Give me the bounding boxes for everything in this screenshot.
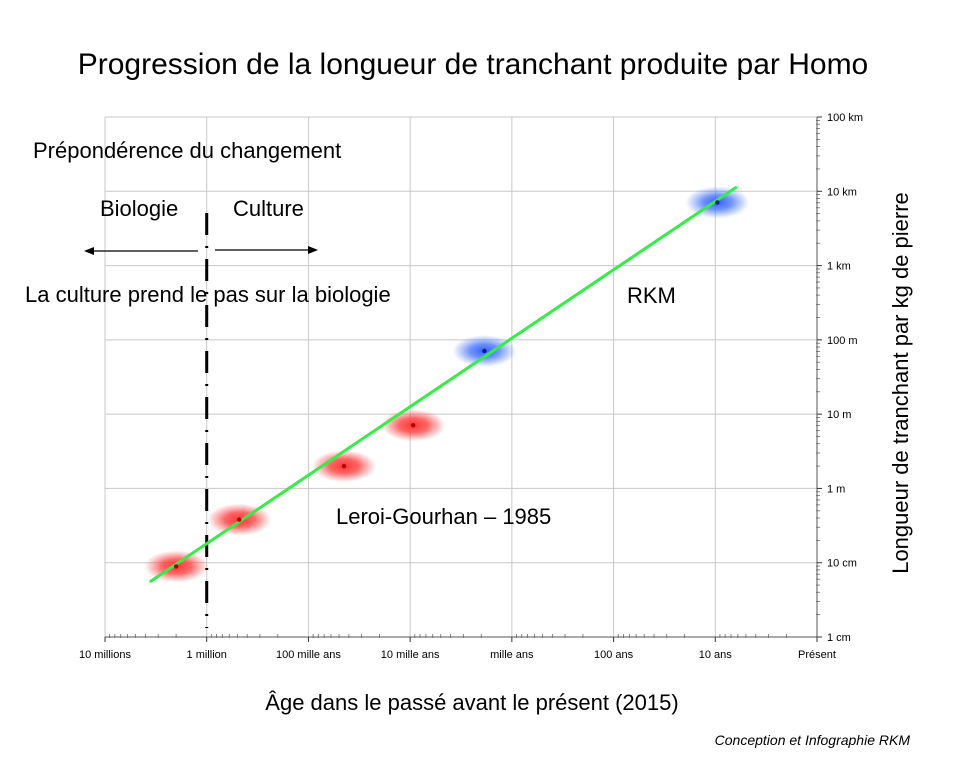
y-tick-label: 10 km — [827, 186, 857, 198]
annotation-rkm: RKM — [627, 283, 676, 308]
y-tick-label: 1 cm — [827, 632, 851, 644]
trend-line — [149, 186, 738, 583]
y-tick-label: 10 m — [827, 409, 851, 421]
grid — [104, 116, 818, 638]
x-tick-label: 100 ans — [594, 649, 634, 661]
data-point-leroi-gourhan — [174, 564, 179, 569]
x-tick-label: 10 millions — [79, 649, 131, 661]
x-axis-label: Âge dans le passé avant le présent (2015… — [265, 690, 678, 715]
y-tick-label: 100 km — [827, 112, 863, 124]
annotation-culture-over-biology: La culture prend le pas sur la biologie — [25, 282, 391, 307]
x-tick-label: 100 mille ans — [276, 649, 341, 661]
x-tick-label: 10 ans — [699, 649, 733, 661]
y-axis-label: Longueur de tranchant par kg de pierre — [888, 192, 913, 574]
data-points — [174, 200, 720, 569]
data-point-rkm — [715, 200, 720, 205]
x-tick-label: Présent — [798, 649, 836, 661]
data-point-leroi-gourhan — [237, 517, 242, 522]
annotation-leroi-gourhan: Leroi-Gourhan – 1985 — [336, 504, 551, 529]
data-point-leroi-gourhan — [341, 463, 347, 469]
data-point-rkm — [482, 348, 487, 354]
arrow-right — [215, 246, 318, 254]
x-tick-label: 1 million — [187, 649, 227, 661]
annotation-biologie: Biologie — [100, 196, 178, 221]
y-tick-label: 100 m — [827, 335, 858, 347]
axes: 10 millions 1 million 100 mille ans 10 mill… — [79, 112, 863, 661]
x-tick-label: 10 mille ans — [381, 649, 440, 661]
annotation-preponderance: Prépondérence du changement — [33, 138, 341, 163]
y-tick-label: 1 km — [827, 261, 851, 273]
annotation-culture: Culture — [233, 196, 304, 221]
trend-layer — [149, 186, 738, 583]
data-point-leroi-gourhan — [410, 423, 416, 428]
y-tick-label: 10 cm — [827, 558, 857, 570]
y-tick-label: 1 m — [827, 483, 845, 495]
arrow-left — [84, 247, 198, 255]
credit-text: Conception et Infographie RKM — [715, 732, 911, 748]
x-tick-label: mille ans — [490, 649, 534, 661]
chart-title: Progression de la longueur de tranchant … — [78, 48, 869, 81]
